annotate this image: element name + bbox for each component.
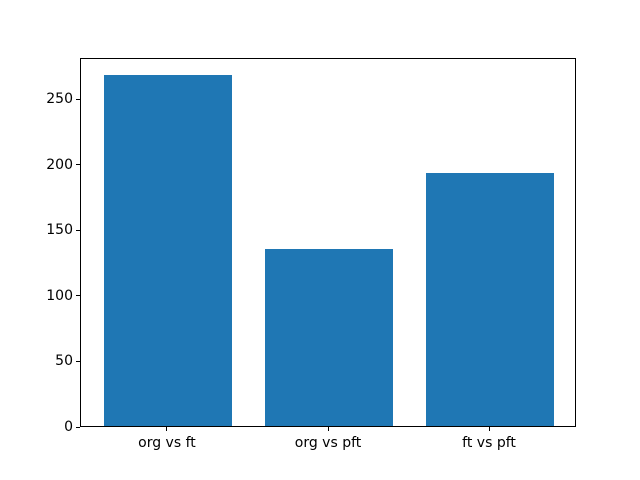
- plot-area: [80, 58, 576, 427]
- bar-org-vs-pft: [264, 248, 394, 426]
- y-tick-mark: [76, 426, 80, 428]
- y-tick-mark: [76, 229, 80, 231]
- y-tick-mark: [76, 360, 80, 362]
- x-tick-label-org-vs-ft: org vs ft: [138, 435, 196, 451]
- y-tick-label: 200: [46, 156, 73, 173]
- x-tick-label-org-vs-pft: org vs pft: [294, 435, 362, 451]
- x-tick-mark: [166, 427, 168, 431]
- y-tick-mark: [76, 164, 80, 166]
- y-tick-label: 150: [46, 222, 73, 239]
- y-tick-label: 0: [64, 419, 73, 435]
- bar-org-vs-ft: [103, 74, 233, 426]
- x-tick-mark: [488, 427, 490, 431]
- y-tick-mark: [76, 295, 80, 297]
- y-tick-mark: [76, 98, 80, 100]
- y-tick-label: 100: [46, 287, 73, 304]
- x-tick-mark: [327, 427, 329, 431]
- y-tick-label: 50: [55, 353, 73, 370]
- bar-ft-vs-pft: [425, 172, 555, 426]
- y-tick-label: 250: [46, 91, 73, 108]
- x-tick-label-ft-vs-pft: ft vs pft: [462, 435, 516, 451]
